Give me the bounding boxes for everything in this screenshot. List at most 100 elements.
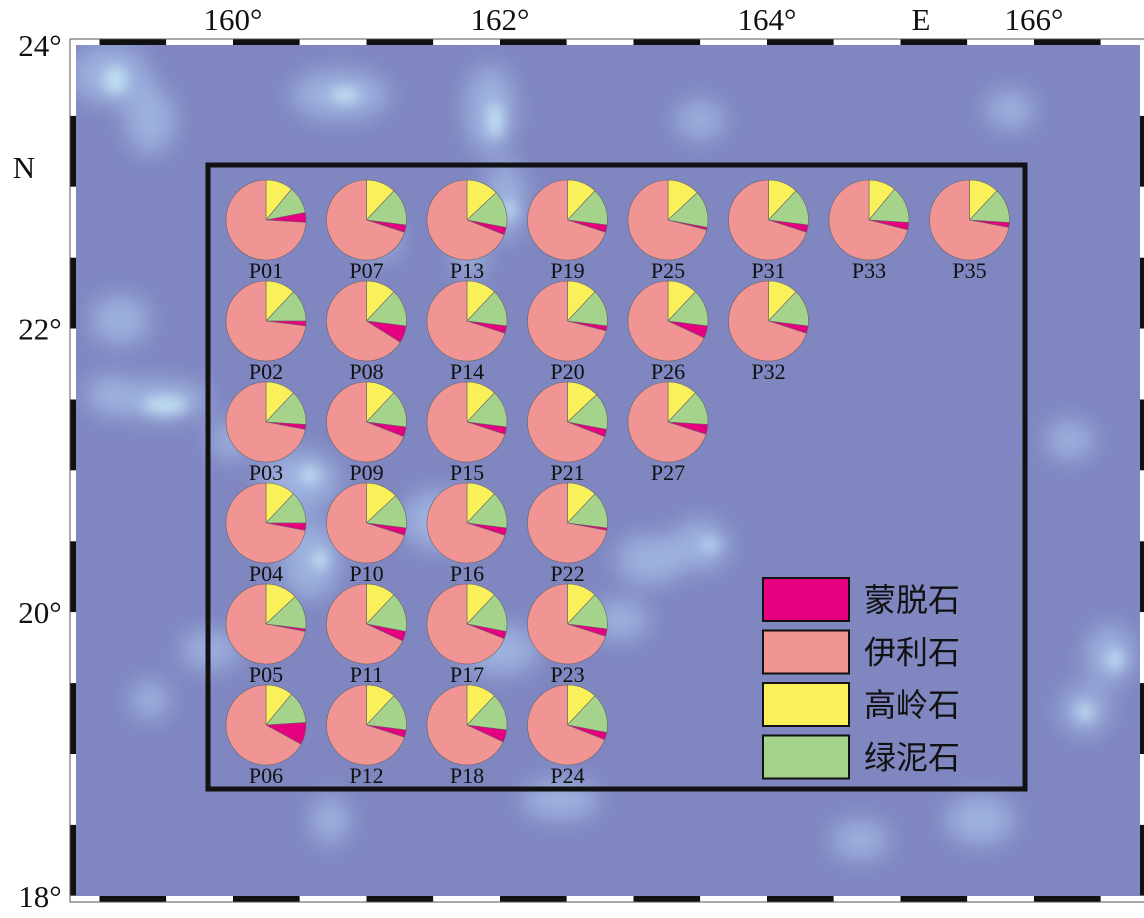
site-pie-p18: P18 <box>426 684 508 788</box>
site-pie-p13: P13 <box>426 179 508 283</box>
site-pie-p10: P10 <box>326 482 407 586</box>
site-pie-p04: P04 <box>225 482 307 586</box>
site-pie-p09: P09 <box>326 381 407 485</box>
site-label: P18 <box>450 763 484 788</box>
east-label: E <box>912 2 931 37</box>
bathymetry-background <box>76 45 1140 896</box>
site-pie-p22: P22 <box>527 482 608 586</box>
legend-label: 蒙脱石 <box>864 581 960 619</box>
illite-slice <box>326 280 401 362</box>
site-pie-p15: P15 <box>426 381 508 485</box>
site-label: P15 <box>450 460 484 485</box>
illite-slice <box>828 179 909 261</box>
lat-tick-label: 24° <box>18 28 61 63</box>
illite-slice <box>627 179 708 261</box>
legend-label: 伊利石 <box>864 634 960 672</box>
illite-slice <box>426 381 506 463</box>
site-pie-p35: P35 <box>929 179 1010 283</box>
site-label: P22 <box>550 561 584 586</box>
legend-swatch <box>762 577 850 622</box>
site-pie-p25: P25 <box>627 179 709 283</box>
legend-swatch <box>762 734 850 780</box>
illite-slice <box>728 280 807 362</box>
pie-chart-grid: P01 P07 P13 P19 P25 P31 P33 P35 P02 P08 P14 P20 P26 P… <box>225 179 1010 788</box>
map-frame <box>69 38 1144 903</box>
site-label: P02 <box>249 359 283 384</box>
legend-swatch <box>762 682 850 727</box>
site-label: P04 <box>249 561 283 586</box>
site-label: P14 <box>450 359 484 384</box>
site-label: P06 <box>249 763 283 788</box>
illite-slice <box>326 179 405 261</box>
site-pie-p16: P16 <box>426 482 508 586</box>
lat-tick-label: 18° <box>18 879 61 914</box>
study-area-box <box>205 162 1028 792</box>
site-pie-p02: P02 <box>225 280 307 384</box>
site-label: P17 <box>450 662 484 687</box>
legend-label: 高岭石 <box>864 686 960 724</box>
site-pie-p23: P23 <box>527 583 608 687</box>
site-pie-p01: P01 <box>225 179 307 283</box>
site-label: P20 <box>550 359 584 384</box>
illite-slice <box>326 684 405 766</box>
illite-slice <box>225 179 307 261</box>
illite-slice <box>225 381 306 463</box>
site-pie-p27: P27 <box>627 381 709 485</box>
site-pie-p32: P32 <box>728 280 809 384</box>
illite-slice <box>426 179 505 261</box>
site-label: P03 <box>249 460 283 485</box>
illite-slice <box>225 280 307 362</box>
site-label: P35 <box>952 258 986 283</box>
illite-slice <box>527 482 608 564</box>
illite-slice <box>929 179 1010 261</box>
illite-slice <box>426 482 506 564</box>
legend-label: 绿泥石 <box>864 739 960 777</box>
site-pie-p20: P20 <box>527 280 608 384</box>
site-label: P32 <box>751 359 785 384</box>
site-label: P33 <box>852 258 886 283</box>
site-label: P25 <box>651 258 685 283</box>
site-label: P08 <box>349 359 383 384</box>
site-label: P16 <box>450 561 484 586</box>
site-label: P13 <box>450 258 484 283</box>
site-pie-p33: P33 <box>828 179 910 283</box>
site-pie-p31: P31 <box>728 179 809 283</box>
illite-slice <box>627 280 705 362</box>
illite-slice <box>426 280 506 362</box>
illite-slice <box>527 179 606 261</box>
site-label: P09 <box>349 460 383 485</box>
illite-slice <box>728 179 807 261</box>
site-pie-p17: P17 <box>426 583 508 687</box>
illite-slice <box>225 482 306 564</box>
illite-slice <box>627 381 707 463</box>
site-pie-p14: P14 <box>426 280 508 384</box>
site-pie-p06: P06 <box>225 684 307 788</box>
lat-tick-label: 20° <box>18 595 61 630</box>
site-label: P07 <box>349 258 383 283</box>
north-label: N <box>13 150 35 185</box>
illite-slice <box>225 583 306 665</box>
site-label: P26 <box>651 359 685 384</box>
legend-swatch <box>762 629 850 675</box>
illite-slice <box>326 583 404 665</box>
site-label: P11 <box>350 662 383 687</box>
illite-slice <box>527 280 607 362</box>
site-label: P05 <box>249 662 283 687</box>
site-pie-p24: P24 <box>527 684 608 788</box>
site-pie-p08: P08 <box>326 280 407 384</box>
site-label: P01 <box>249 258 283 283</box>
illite-slice <box>225 684 302 766</box>
lon-tick-label: 166° <box>1005 2 1064 37</box>
site-pie-p26: P26 <box>627 280 709 384</box>
site-pie-p07: P07 <box>326 179 407 283</box>
lon-tick-label: 160° <box>204 2 263 37</box>
site-pie-p11: P11 <box>326 583 407 687</box>
illite-slice <box>527 684 606 766</box>
site-pie-p19: P19 <box>527 179 608 283</box>
illite-slice <box>527 381 606 463</box>
site-label: P19 <box>550 258 584 283</box>
illite-slice <box>326 381 405 463</box>
site-label: P23 <box>550 662 584 687</box>
